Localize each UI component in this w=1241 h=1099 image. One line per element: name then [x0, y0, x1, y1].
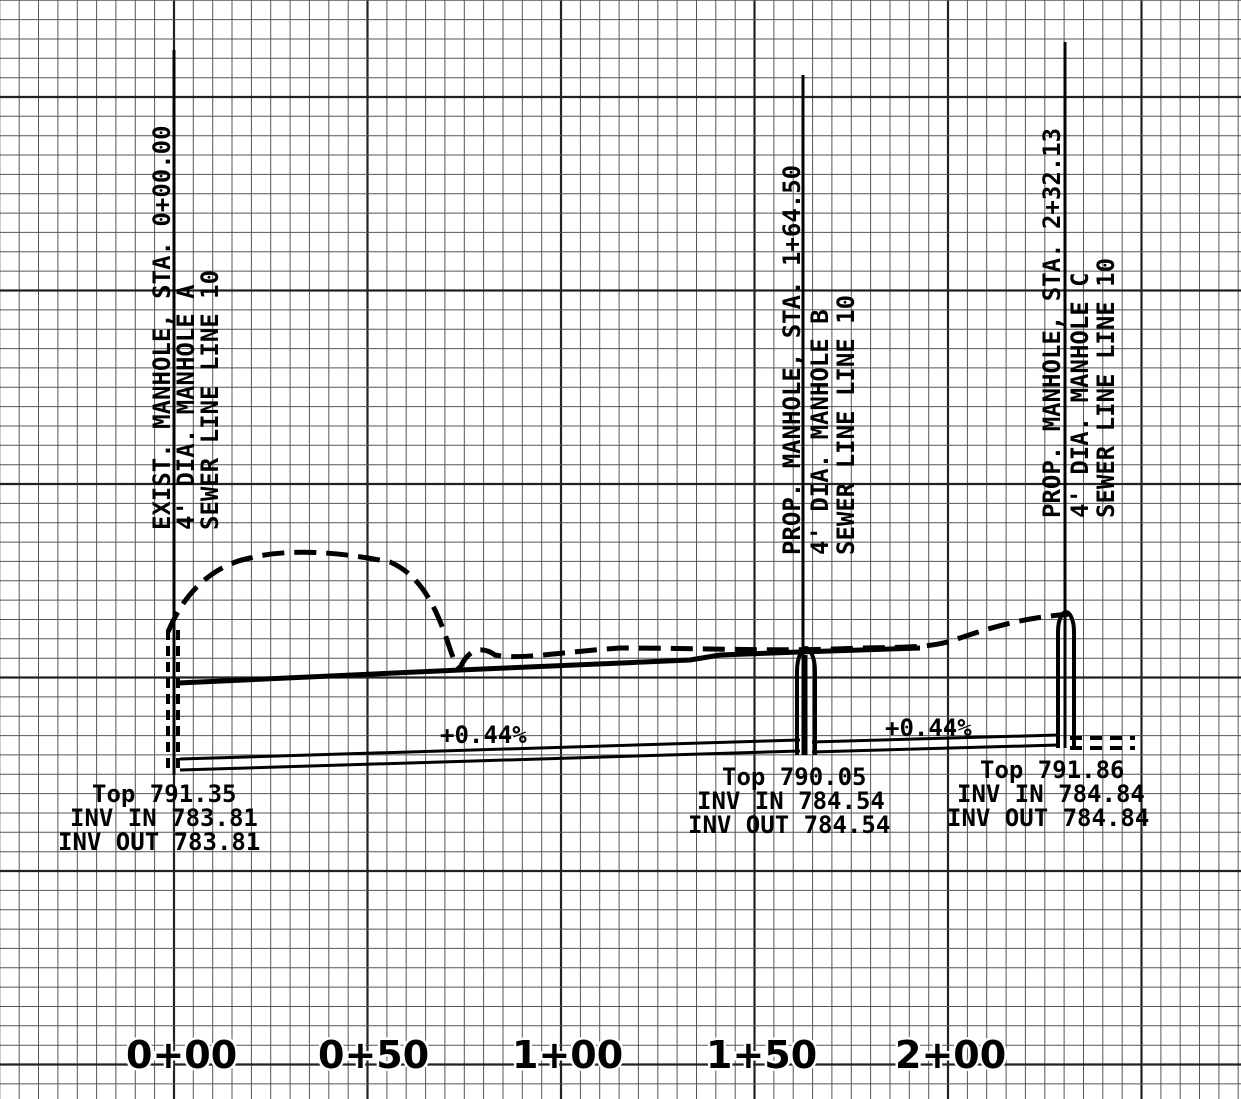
manhole-b-label-line2: 4' DIA. MANHOLE B: [806, 309, 834, 555]
station-axis: 0+00 0+50 1+00 1+50 2+00: [124, 1031, 1009, 1080]
station-label-4: 2+00: [895, 1033, 1006, 1077]
manhole-b-elevations: Top 790.05 INV IN 784.54 INV OUT 784.54: [688, 763, 890, 839]
station-label-1: 0+50: [318, 1033, 429, 1077]
manhole-a-label-line2: 4' DIA. MANHOLE A: [172, 284, 200, 530]
pipe-bottom-segment-bc: [811, 743, 1059, 754]
existing-ground-line: [165, 549, 1071, 672]
manhole-b-inv-out: INV OUT 784.54: [688, 811, 890, 839]
pipe-bottom-segment-ab: [179, 749, 801, 772]
manhole-a-top: Top 791.35: [92, 780, 237, 808]
station-label-0: 0+00: [126, 1033, 237, 1077]
manhole-c-label-line3: SEWER LINE LINE 10: [1092, 258, 1120, 518]
station-label-2: 1+00: [512, 1033, 623, 1077]
manhole-b-label-line3: SEWER LINE LINE 10: [832, 295, 860, 555]
manhole-c-top: Top 791.86: [980, 756, 1125, 784]
manhole-c-structure: [1056, 42, 1135, 750]
pipe-top-segment-ab: [179, 738, 801, 761]
manhole-b-inv-in: INV IN 784.54: [697, 787, 885, 815]
manhole-a-inv-in: INV IN 783.81: [70, 804, 258, 832]
pipe-crown-line: [177, 645, 921, 686]
station-label-3: 1+50: [706, 1033, 817, 1077]
manhole-a-label-line1: EXIST. MANHOLE, STA. 0+00.00: [148, 125, 176, 530]
manhole-c-inv-in: INV IN 784.84: [957, 780, 1145, 808]
manhole-c-labels: PROP. MANHOLE, STA. 2+32.13 4' DIA. MANH…: [1038, 128, 1120, 518]
manhole-a-structure: [166, 50, 180, 775]
manhole-c-elevations: Top 791.86 INV IN 784.84 INV OUT 784.84: [947, 756, 1149, 832]
manhole-b-label-line1: PROP. MANHOLE, STA. 1+64.50: [778, 165, 806, 555]
manhole-a-labels: EXIST. MANHOLE, STA. 0+00.00 4' DIA. MAN…: [148, 125, 224, 530]
slope-label-ab: +0.44%: [440, 721, 527, 749]
manhole-c-label-line1: PROP. MANHOLE, STA. 2+32.13: [1038, 128, 1066, 518]
manhole-a-elevations: Top 791.35 INV IN 783.81 INV OUT 783.81: [58, 780, 260, 856]
manhole-b-structure: [795, 75, 817, 755]
manhole-c-inv-out: INV OUT 784.84: [947, 804, 1149, 832]
manhole-b-top: Top 790.05: [722, 763, 867, 791]
slope-label-bc: +0.44%: [885, 714, 972, 742]
manhole-c-label-line2: 4' DIA. MANHOLE C: [1066, 272, 1094, 518]
pipe-top-segment-bc: [811, 733, 1059, 744]
manhole-a-inv-out: INV OUT 783.81: [58, 828, 260, 856]
manhole-a-label-line3: SEWER LINE LINE 10: [196, 270, 224, 530]
manhole-b-labels: PROP. MANHOLE, STA. 1+64.50 4' DIA. MANH…: [778, 165, 860, 555]
